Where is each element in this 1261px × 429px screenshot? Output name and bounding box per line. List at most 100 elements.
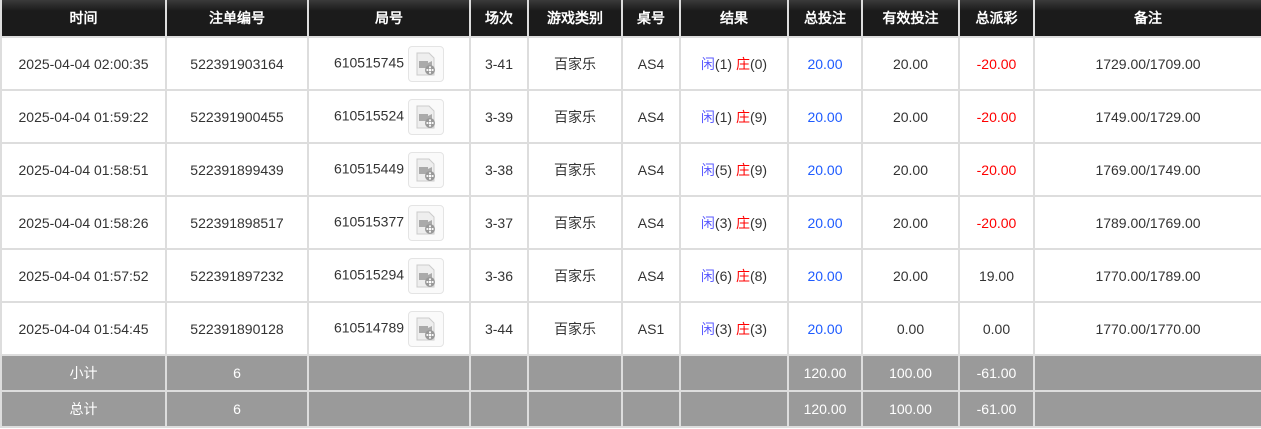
table-row: 2025-04-04 01:58:51 522391899439 6105154…	[0, 142, 1261, 197]
table-id-cell: AS4	[621, 142, 681, 197]
round-cell: 610515524	[307, 89, 471, 144]
subtotal-row: 小计 6 120.00 100.00 -61.00	[0, 354, 1261, 392]
column-header: 场次	[469, 0, 529, 37]
banker-score: (9)	[749, 108, 768, 125]
player-score: (3)	[714, 320, 733, 337]
game-type-cell: 百家乐	[527, 36, 623, 91]
subtotal-count: 6	[165, 354, 309, 392]
result-cell: 闲(1) 庄(0)	[679, 36, 789, 91]
column-header: 桌号	[621, 0, 681, 37]
bet-id-cell: 522391899439	[165, 142, 309, 197]
shoe-cell: 3-38	[469, 142, 529, 197]
round-cell: 610515449	[307, 142, 471, 197]
column-header: 总投注	[787, 0, 863, 37]
table-id-cell: AS4	[621, 36, 681, 91]
note-cell: 1749.00/1729.00	[1033, 89, 1261, 144]
round-number: 610514789	[333, 319, 405, 336]
bet-id-cell: 522391898517	[165, 195, 309, 250]
round-number: 610515377	[333, 213, 405, 230]
round-number: 610515294	[333, 266, 405, 283]
banker-label: 庄	[735, 267, 750, 284]
total-valid-bet: 100.00	[861, 390, 960, 428]
banker-label: 庄	[735, 55, 750, 72]
shoe-cell: 3-39	[469, 89, 529, 144]
table-id-cell: AS1	[621, 301, 681, 356]
player-score: (1)	[714, 108, 733, 125]
game-type-cell: 百家乐	[527, 195, 623, 250]
game-type-cell: 百家乐	[527, 89, 623, 144]
game-type-cell: 百家乐	[527, 248, 623, 303]
result-cell: 闲(1) 庄(9)	[679, 89, 789, 144]
shoe-cell: 3-37	[469, 195, 529, 250]
table-row: 2025-04-04 02:00:35 522391903164 6105157…	[0, 36, 1261, 91]
payout-cell: -20.00	[958, 142, 1035, 197]
table-id-cell: AS4	[621, 195, 681, 250]
game-type-cell: 百家乐	[527, 301, 623, 356]
player-label: 闲	[700, 267, 715, 284]
payout-cell: 19.00	[958, 248, 1035, 303]
total-payout: -61.00	[958, 390, 1035, 428]
banker-label: 庄	[735, 108, 750, 125]
round-cell: 610515377	[307, 195, 471, 250]
video-replay-icon[interactable]	[408, 310, 445, 347]
result-cell: 闲(3) 庄(9)	[679, 195, 789, 250]
time-cell: 2025-04-04 01:59:22	[0, 89, 167, 144]
payout-cell: -20.00	[958, 36, 1035, 91]
video-replay-icon[interactable]	[408, 204, 445, 241]
table-id-cell: AS4	[621, 89, 681, 144]
total-bet-cell: 20.00	[787, 89, 863, 144]
result-cell: 闲(6) 庄(8)	[679, 248, 789, 303]
payout-cell: -20.00	[958, 195, 1035, 250]
note-cell: 1770.00/1789.00	[1033, 248, 1261, 303]
shoe-cell: 3-44	[469, 301, 529, 356]
round-number: 610515745	[333, 54, 405, 71]
bet-id-cell: 522391903164	[165, 36, 309, 91]
video-replay-icon[interactable]	[408, 45, 445, 82]
payout-cell: 0.00	[958, 301, 1035, 356]
round-number: 610515524	[333, 107, 405, 124]
column-header: 时间	[0, 0, 167, 37]
player-label: 闲	[700, 161, 715, 178]
result-cell: 闲(3) 庄(3)	[679, 301, 789, 356]
time-cell: 2025-04-04 01:58:51	[0, 142, 167, 197]
column-header: 有效投注	[861, 0, 960, 37]
player-label: 闲	[700, 55, 715, 72]
banker-score: (9)	[749, 214, 768, 231]
column-header: 备注	[1033, 0, 1261, 37]
time-cell: 2025-04-04 01:54:45	[0, 301, 167, 356]
total-row: 总计 6 120.00 100.00 -61.00	[0, 390, 1261, 428]
total-count: 6	[165, 390, 309, 428]
subtotal-valid-bet: 100.00	[861, 354, 960, 392]
video-replay-icon[interactable]	[408, 98, 445, 135]
shoe-cell: 3-41	[469, 36, 529, 91]
banker-score: (8)	[749, 267, 768, 284]
total-bet-cell: 20.00	[787, 301, 863, 356]
player-score: (6)	[714, 267, 733, 284]
valid-bet-cell: 20.00	[861, 195, 960, 250]
table-header: 时间 注单编号 局号 场次 游戏类别 桌号 结果 总投注 有效投注 总派彩 备注	[0, 0, 1261, 37]
round-cell: 610514789	[307, 301, 471, 356]
game-type-cell: 百家乐	[527, 142, 623, 197]
banker-score: (9)	[749, 161, 768, 178]
subtotal-payout: -61.00	[958, 354, 1035, 392]
column-header: 注单编号	[165, 0, 309, 37]
player-label: 闲	[700, 108, 715, 125]
round-cell: 610515745	[307, 36, 471, 91]
subtotal-label: 小计	[0, 354, 167, 392]
column-header: 总派彩	[958, 0, 1035, 37]
total-total-bet: 120.00	[787, 390, 863, 428]
valid-bet-cell: 0.00	[861, 301, 960, 356]
subtotal-total-bet: 120.00	[787, 354, 863, 392]
bet-id-cell: 522391897232	[165, 248, 309, 303]
table-row: 2025-04-04 01:54:45 522391890128 6105147…	[0, 301, 1261, 356]
player-score: (1)	[714, 55, 733, 72]
total-bet-cell: 20.00	[787, 248, 863, 303]
table-row: 2025-04-04 01:58:26 522391898517 6105153…	[0, 195, 1261, 250]
valid-bet-cell: 20.00	[861, 36, 960, 91]
total-bet-cell: 20.00	[787, 36, 863, 91]
valid-bet-cell: 20.00	[861, 142, 960, 197]
player-score: (3)	[714, 214, 733, 231]
video-replay-icon[interactable]	[408, 151, 445, 188]
video-replay-icon[interactable]	[408, 257, 445, 294]
